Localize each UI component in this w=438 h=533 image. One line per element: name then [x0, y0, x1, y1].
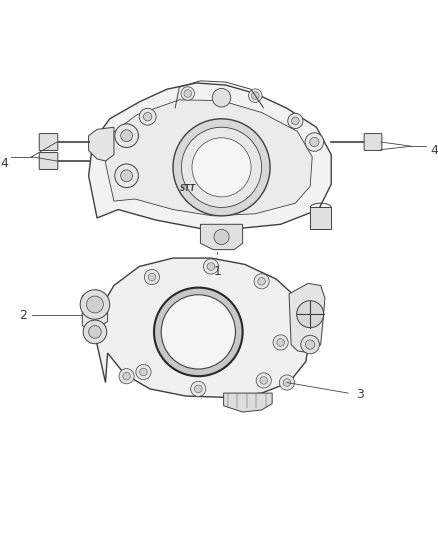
- Circle shape: [173, 119, 270, 216]
- Polygon shape: [88, 127, 114, 161]
- Circle shape: [181, 127, 261, 207]
- Circle shape: [184, 90, 191, 98]
- Circle shape: [191, 381, 206, 397]
- Text: 3: 3: [357, 388, 364, 401]
- Circle shape: [305, 340, 315, 349]
- Circle shape: [203, 259, 219, 274]
- Circle shape: [119, 369, 134, 384]
- Circle shape: [80, 290, 110, 319]
- Circle shape: [279, 375, 294, 390]
- Text: 4: 4: [0, 157, 8, 169]
- Circle shape: [115, 124, 138, 148]
- Circle shape: [260, 377, 268, 384]
- Circle shape: [121, 130, 132, 142]
- Circle shape: [86, 296, 103, 313]
- Circle shape: [144, 112, 152, 121]
- Circle shape: [207, 263, 215, 270]
- Circle shape: [192, 138, 251, 197]
- Circle shape: [248, 89, 262, 102]
- Polygon shape: [82, 292, 108, 330]
- Circle shape: [251, 92, 259, 100]
- Circle shape: [121, 170, 132, 182]
- Circle shape: [139, 108, 156, 125]
- Circle shape: [140, 368, 147, 376]
- Circle shape: [283, 379, 291, 386]
- Circle shape: [194, 385, 202, 393]
- Circle shape: [273, 335, 288, 350]
- Polygon shape: [289, 284, 325, 353]
- Circle shape: [154, 288, 243, 376]
- Circle shape: [301, 335, 319, 354]
- Circle shape: [297, 301, 324, 328]
- Circle shape: [148, 273, 155, 281]
- Polygon shape: [88, 83, 331, 229]
- Polygon shape: [97, 258, 310, 397]
- Text: 2: 2: [19, 309, 27, 321]
- Circle shape: [123, 373, 131, 380]
- Text: 4: 4: [431, 144, 438, 157]
- Polygon shape: [201, 224, 243, 249]
- Circle shape: [256, 373, 271, 388]
- Polygon shape: [106, 100, 312, 216]
- FancyBboxPatch shape: [39, 152, 58, 169]
- Text: 1: 1: [213, 265, 221, 278]
- Circle shape: [115, 164, 138, 188]
- Circle shape: [258, 278, 265, 285]
- FancyBboxPatch shape: [364, 134, 382, 150]
- Circle shape: [212, 88, 231, 107]
- Circle shape: [254, 273, 269, 289]
- Polygon shape: [224, 393, 272, 412]
- Circle shape: [181, 87, 194, 100]
- Circle shape: [305, 133, 324, 151]
- Circle shape: [214, 229, 229, 245]
- Circle shape: [161, 295, 236, 369]
- Circle shape: [277, 338, 284, 346]
- Circle shape: [310, 138, 319, 147]
- Circle shape: [83, 320, 107, 344]
- Circle shape: [144, 270, 159, 285]
- Text: STT: STT: [180, 184, 196, 193]
- Circle shape: [88, 326, 101, 338]
- Circle shape: [136, 365, 151, 379]
- Circle shape: [292, 117, 299, 125]
- Circle shape: [288, 114, 303, 128]
- Polygon shape: [310, 207, 331, 229]
- FancyBboxPatch shape: [39, 134, 58, 150]
